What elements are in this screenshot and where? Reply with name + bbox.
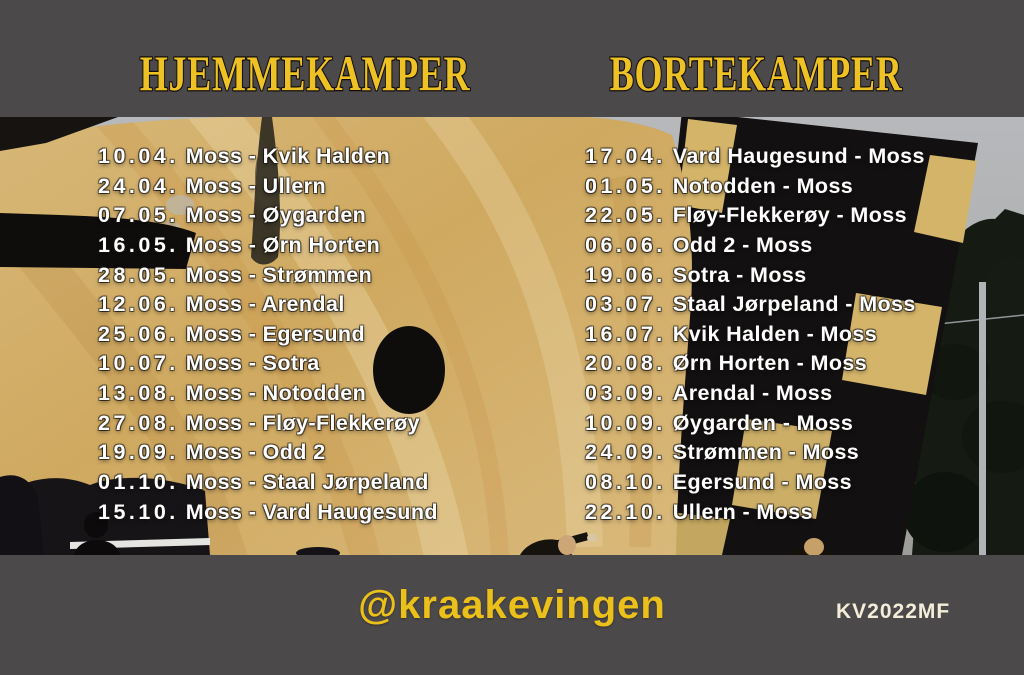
match-date: 08.10. bbox=[585, 470, 666, 495]
match-row: 07.05. Moss - Øygarden bbox=[98, 201, 438, 231]
match-row: 06.06. Odd 2 - Moss bbox=[585, 231, 925, 261]
crowd bbox=[0, 475, 836, 555]
match-fixture: Arendal - Moss bbox=[672, 381, 833, 406]
tree-silhouette bbox=[161, 117, 281, 265]
match-date: 27.08. bbox=[98, 410, 179, 435]
match-date: 28.05. bbox=[98, 262, 179, 287]
match-date: 15.10. bbox=[98, 499, 179, 524]
match-fixture: Kvik Halden - Moss bbox=[672, 321, 878, 346]
match-fixture: Moss - Ørn Horten bbox=[185, 232, 381, 257]
match-fixture: Moss - Notodden bbox=[185, 381, 367, 406]
match-fixture: Moss - Arendal bbox=[185, 292, 345, 317]
match-date: 20.08. bbox=[585, 351, 666, 376]
match-fixture: Moss - Vard Haugesund bbox=[185, 499, 438, 524]
home-games-title: HJEMMEKAMPER bbox=[139, 44, 471, 103]
match-row: 10.09. Øygarden - Moss bbox=[585, 409, 925, 439]
match-date: 16.07. bbox=[585, 321, 666, 346]
match-row: 24.09. Strømmen - Moss bbox=[585, 438, 925, 468]
match-row: 24.04. Moss - Ullern bbox=[98, 172, 438, 202]
match-fixture: Moss - Kvik Halden bbox=[185, 144, 391, 168]
match-date: 17.04. bbox=[585, 144, 666, 168]
match-fixture: Strømmen - Moss bbox=[672, 440, 860, 465]
match-row: 03.09. Arendal - Moss bbox=[585, 379, 925, 409]
match-date: 22.05. bbox=[585, 203, 666, 228]
match-date: 12.06. bbox=[98, 292, 179, 317]
black-flag-stripes bbox=[0, 117, 445, 414]
match-row: 12.06. Moss - Arendal bbox=[98, 290, 438, 320]
match-date: 03.09. bbox=[585, 381, 666, 406]
match-date: 19.09. bbox=[98, 440, 179, 465]
match-date: 25.06. bbox=[98, 321, 179, 346]
match-date: 24.09. bbox=[585, 440, 666, 465]
match-row: 28.05. Moss - Strømmen bbox=[98, 261, 438, 291]
match-fixture: Moss - Sotra bbox=[185, 351, 320, 376]
match-fixture: Fløy-Flekkerøy - Moss bbox=[672, 203, 907, 228]
match-date: 16.05. bbox=[98, 232, 179, 257]
match-date: 07.05. bbox=[98, 203, 179, 228]
instagram-handle: @kraakevingen bbox=[358, 583, 666, 627]
match-fixture: Moss - Staal Jørpeland bbox=[185, 470, 429, 495]
match-row: 17.04. Vard Haugesund - Moss bbox=[585, 142, 925, 172]
match-row: 20.08. Ørn Horten - Moss bbox=[585, 349, 925, 379]
away-games-title: BORTEKAMPER bbox=[609, 44, 903, 103]
match-row: 15.10. Moss - Vard Haugesund bbox=[98, 498, 438, 528]
match-row: 01.10. Moss - Staal Jørpeland bbox=[98, 468, 438, 498]
match-fixture: Vard Haugesund - Moss bbox=[672, 144, 925, 168]
match-row: 10.07. Moss - Sotra bbox=[98, 349, 438, 379]
match-row: 27.08. Moss - Fløy-Flekkerøy bbox=[98, 409, 438, 439]
match-row: 19.06. Sotra - Moss bbox=[585, 261, 925, 291]
match-fixture: Notodden - Moss bbox=[672, 173, 854, 198]
match-row: 25.06. Moss - Egersund bbox=[98, 320, 438, 350]
match-date: 06.06. bbox=[585, 232, 666, 257]
match-date: 10.07. bbox=[98, 351, 179, 376]
match-row: 22.05. Fløy-Flekkerøy - Moss bbox=[585, 201, 925, 231]
match-fixture: Moss - Strømmen bbox=[185, 262, 373, 287]
flood-light-pole bbox=[979, 282, 986, 555]
match-date: 24.04. bbox=[98, 173, 179, 198]
match-date: 10.09. bbox=[585, 410, 666, 435]
match-row: 10.04. Moss - Kvik Halden bbox=[98, 142, 438, 172]
match-row: 03.07. Staal Jørpeland - Moss bbox=[585, 290, 925, 320]
match-fixture: Moss - Ullern bbox=[185, 173, 326, 198]
home-match-list: 10.04. Moss - Kvik Halden 24.04. Moss - Ull… bbox=[98, 142, 438, 527]
match-row: 16.05. Moss - Ørn Horten bbox=[98, 231, 438, 261]
match-row: 01.05. Notodden - Moss bbox=[585, 172, 925, 202]
match-date: 03.07. bbox=[585, 292, 666, 317]
match-fixture: Moss - Øygarden bbox=[185, 203, 367, 228]
match-date: 19.06. bbox=[585, 262, 666, 287]
match-date: 13.08. bbox=[98, 381, 179, 406]
match-fixture: Moss - Odd 2 bbox=[185, 440, 326, 465]
match-fixture: Egersund - Moss bbox=[672, 470, 852, 495]
match-date: 10.04. bbox=[98, 144, 179, 168]
match-row: 16.07. Kvik Halden - Moss bbox=[585, 320, 925, 350]
match-fixture: Ullern - Moss bbox=[672, 499, 813, 524]
match-fixture: Staal Jørpeland - Moss bbox=[672, 292, 916, 317]
match-fixture: Moss - Egersund bbox=[185, 321, 365, 346]
match-row: 22.10. Ullern - Moss bbox=[585, 498, 925, 528]
match-date: 01.05. bbox=[585, 173, 666, 198]
match-fixture: Ørn Horten - Moss bbox=[672, 351, 868, 376]
match-row: 13.08. Moss - Notodden bbox=[98, 379, 438, 409]
match-row: 19.09. Moss - Odd 2 bbox=[98, 438, 438, 468]
stadium-flags-photo bbox=[0, 117, 1024, 555]
away-match-list: 17.04. Vard Haugesund - Moss 01.05. Notodde… bbox=[585, 142, 925, 527]
match-fixture: Sotra - Moss bbox=[672, 262, 807, 287]
match-fixture: Moss - Fløy-Flekkerøy bbox=[185, 410, 420, 435]
match-date: 22.10. bbox=[585, 499, 666, 524]
poster-code: KV2022MF bbox=[836, 600, 951, 623]
match-fixture: Øygarden - Moss bbox=[672, 410, 854, 435]
match-row: 08.10. Egersund - Moss bbox=[585, 468, 925, 498]
match-date: 01.10. bbox=[98, 470, 179, 495]
match-fixture: Odd 2 - Moss bbox=[672, 232, 813, 257]
checkered-flag bbox=[634, 117, 978, 555]
